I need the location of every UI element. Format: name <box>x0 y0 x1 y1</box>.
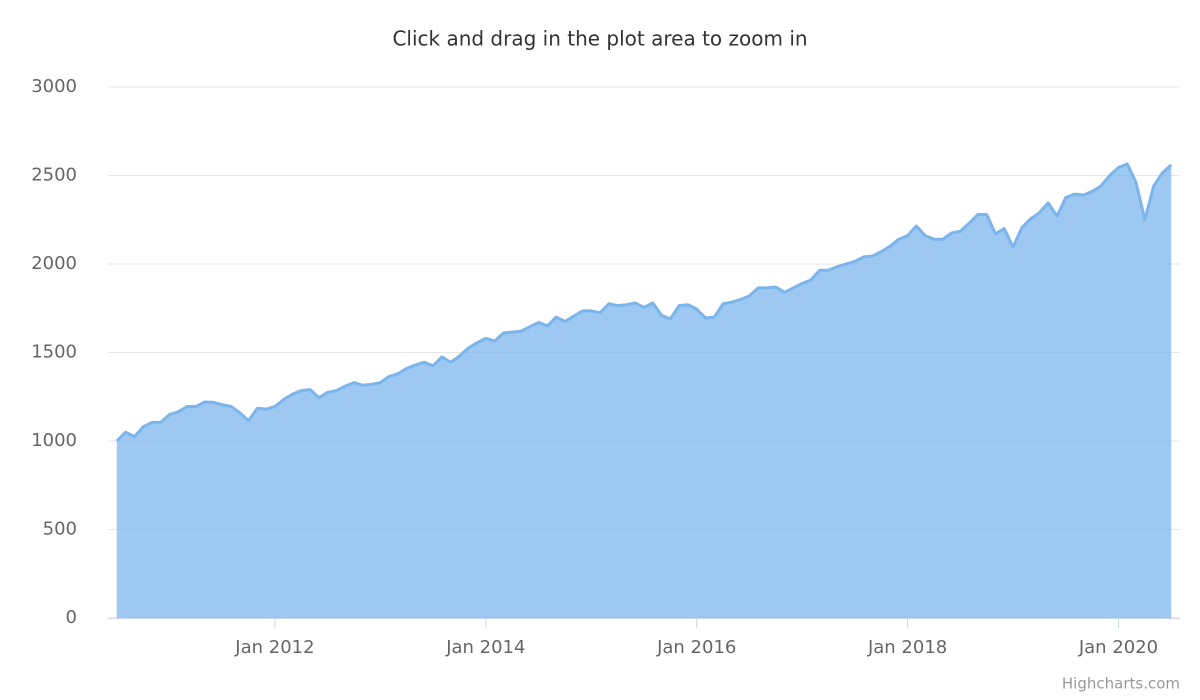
y-tick-label: 500 <box>43 519 77 540</box>
y-tick-label: 2500 <box>31 165 77 186</box>
x-tick-label: Jan 2016 <box>656 637 736 658</box>
y-tick-label: 0 <box>66 607 77 628</box>
x-tick-label: Jan 2020 <box>1078 637 1158 658</box>
x-tick-label: Jan 2012 <box>234 637 314 658</box>
area-line <box>115 162 1173 443</box>
x-tick-label: Jan 2018 <box>867 637 947 658</box>
area-fill <box>116 164 1172 618</box>
y-tick-label: 2000 <box>31 253 77 274</box>
x-tick-label: Jan 2014 <box>445 637 525 658</box>
chart-title: Click and drag in the plot area to zoom … <box>392 27 807 51</box>
credits[interactable]: Highcharts.com <box>1062 675 1180 693</box>
y-tick-label: 1500 <box>31 342 77 363</box>
y-tick-label: 1000 <box>31 430 77 451</box>
y-tick-label: 3000 <box>31 76 77 97</box>
